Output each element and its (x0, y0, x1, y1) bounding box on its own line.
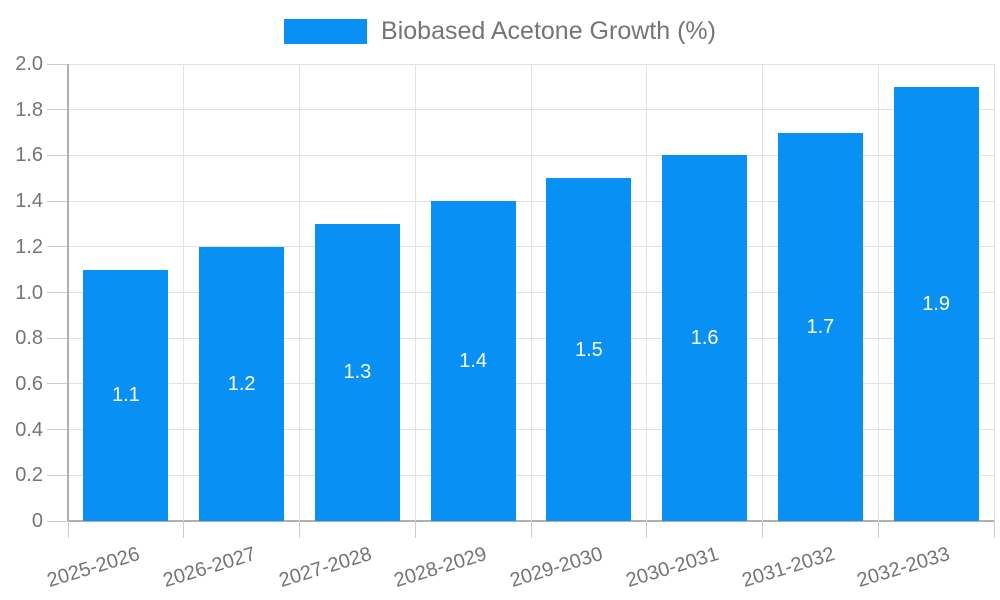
gridline-vertical (299, 64, 300, 521)
gridline-vertical (414, 64, 416, 521)
y-tick-label: 0.2 (15, 464, 43, 487)
legend-label: Biobased Acetone Growth (%) (381, 17, 716, 45)
x-tick (414, 521, 416, 538)
x-tick-label: 2031-2032 (739, 542, 838, 592)
gridline-vertical (530, 64, 532, 521)
gridline-vertical (993, 64, 995, 521)
y-tick (47, 154, 68, 156)
bar-value-label: 1.4 (459, 350, 488, 373)
x-tick (530, 521, 532, 538)
x-tick (299, 521, 300, 538)
y-tick (47, 246, 68, 248)
bar-value-label: 1.3 (343, 361, 372, 384)
x-tick-label: 2025-2026 (44, 542, 143, 592)
x-tick-label: 2026-2027 (160, 542, 259, 592)
bar-value-label: 1.2 (227, 372, 256, 395)
y-tick-label: 0 (31, 510, 43, 532)
bar (546, 178, 632, 521)
bar (777, 132, 863, 521)
y-tick (47, 200, 68, 202)
y-tick-label: 1.0 (15, 281, 43, 304)
x-tick-label: 2030-2031 (623, 542, 722, 592)
y-tick-label: 0.8 (15, 327, 43, 350)
y-tick (47, 63, 68, 65)
bar-value-label: 1.6 (690, 327, 719, 350)
legend-swatch (284, 18, 368, 44)
y-tick-label: 1.8 (15, 98, 43, 121)
x-tick (877, 521, 879, 538)
y-tick-label: 2.0 (15, 53, 43, 75)
gridline-vertical (762, 64, 763, 521)
y-axis-line (67, 64, 69, 521)
y-tick-label: 1.6 (15, 144, 43, 167)
x-tick (993, 521, 995, 538)
legend: Biobased Acetone Growth (%) (0, 16, 1000, 46)
y-tick-label: 0.6 (15, 372, 43, 395)
bar (199, 246, 285, 521)
bar-value-label: 1.9 (922, 292, 951, 315)
x-tick (646, 521, 648, 538)
y-tick-label: 1.2 (15, 235, 43, 258)
x-tick (762, 521, 763, 538)
y-tick (47, 429, 68, 431)
bar-value-label: 1.7 (806, 315, 835, 338)
bar (430, 201, 516, 521)
x-tick-label: 2028-2029 (391, 542, 490, 592)
y-tick (47, 383, 68, 385)
bar-value-label: 1.5 (574, 338, 603, 361)
y-tick (47, 337, 68, 339)
x-tick-label: 2032-2033 (854, 542, 953, 592)
y-tick (47, 292, 68, 293)
x-tick-label: 2027-2028 (276, 542, 375, 592)
gridline-vertical (183, 64, 185, 521)
x-tick-label: 2029-2030 (507, 542, 606, 592)
y-tick (47, 109, 68, 111)
y-tick-label: 1.4 (15, 190, 43, 213)
x-tick (183, 521, 185, 538)
gridline-vertical (877, 64, 879, 521)
bar (83, 269, 169, 521)
bar (662, 155, 748, 521)
y-tick (47, 474, 68, 476)
y-tick-label: 0.4 (15, 418, 43, 441)
bar-value-label: 1.1 (111, 384, 140, 407)
gridline-vertical (646, 64, 648, 521)
bar (314, 223, 400, 521)
bar (893, 86, 979, 521)
x-tick (67, 521, 69, 538)
y-tick (47, 520, 68, 522)
